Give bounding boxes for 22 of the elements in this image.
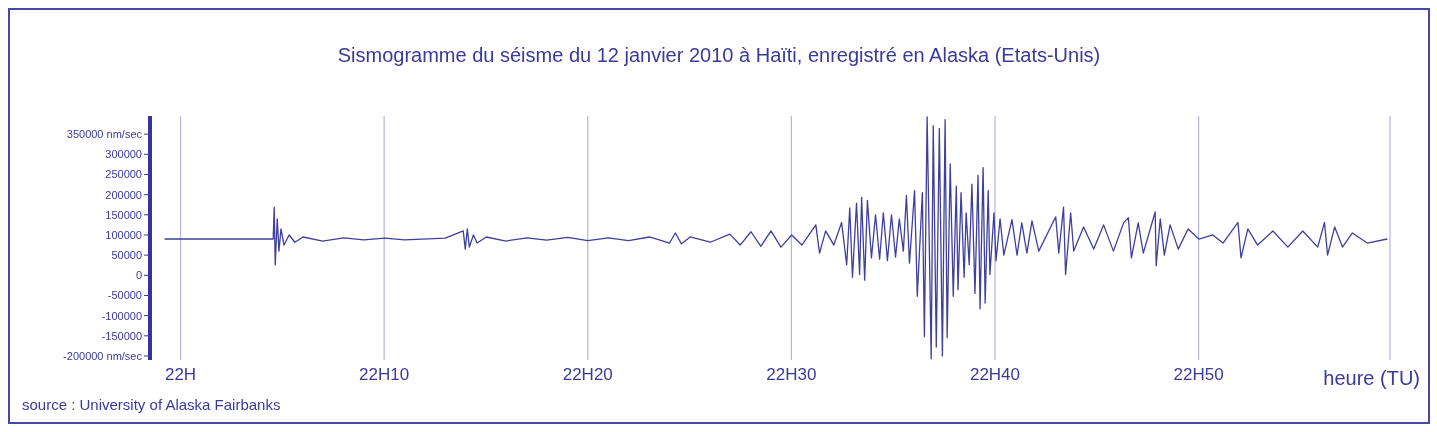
- y-tick-label: 100000: [105, 228, 142, 241]
- x-tick-label: 22H: [164, 365, 197, 385]
- y-tick-label: 200000: [105, 188, 142, 201]
- x-tick-label: 22H50: [1173, 365, 1224, 385]
- line-series: [163, 116, 1388, 360]
- y-tick-label: 350000 nm/sec: [66, 128, 143, 141]
- x-axis-title: heure (TU): [1323, 367, 1420, 390]
- y-tick-label: 50000: [111, 249, 142, 262]
- y-tick-label: -100000: [101, 309, 142, 322]
- x-tick-label: 22H10: [359, 365, 410, 385]
- x-tick-label: 22H30: [766, 365, 817, 385]
- x-tick-label: 22H20: [562, 365, 613, 385]
- y-tick-label: 300000: [105, 148, 142, 161]
- x-tick-label: 22H40: [969, 365, 1021, 385]
- y-tick-label: -50000: [107, 289, 142, 302]
- y-tick-label: -150000: [101, 329, 142, 342]
- chart-title: Sismogramme du séisme du 12 janvier 2010 à Haïti, enregistré en Alaska (Etats-Unis): [336, 44, 1102, 67]
- y-tick-label: -200000 nm/sec: [63, 349, 143, 362]
- y-tick-label: 250000: [105, 168, 142, 181]
- y-tick-label: 150000: [105, 208, 142, 221]
- y-tick-label: 0: [135, 269, 142, 282]
- source-note: source : University of Alaska Fairbanks: [22, 396, 281, 413]
